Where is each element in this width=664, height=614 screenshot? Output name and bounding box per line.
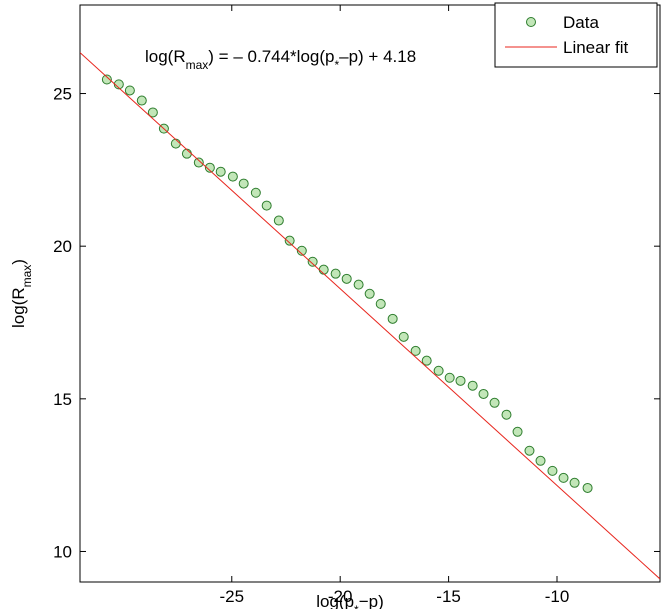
data-point <box>330 268 341 279</box>
y-axis-label-part: ) <box>9 259 28 265</box>
data-point <box>547 465 558 476</box>
data-point <box>421 355 432 366</box>
data-point <box>387 313 398 324</box>
y-tick-label: 15 <box>53 390 72 409</box>
x-tick-label: -15 <box>436 587 461 606</box>
data-point <box>181 148 192 159</box>
data-point <box>375 298 386 309</box>
x-axis-label-part: −p) <box>359 592 384 609</box>
data-point <box>512 426 523 437</box>
y-tick-label: 25 <box>53 85 72 104</box>
annotation-part: –p) + 4.18 <box>339 47 416 66</box>
data-point <box>204 162 215 173</box>
data-point <box>318 264 329 275</box>
x-tick-label: -25 <box>219 587 244 606</box>
data-point <box>101 74 112 85</box>
data-point <box>410 345 421 356</box>
x-tick-label: -20 <box>328 587 353 606</box>
y-tick-label: 20 <box>53 237 72 256</box>
data-point <box>524 445 535 456</box>
legend-marker <box>526 17 536 27</box>
data-point <box>296 245 307 256</box>
data-point <box>136 95 147 106</box>
data-point <box>215 166 226 177</box>
data-point <box>193 157 204 168</box>
legend-label: Linear fit <box>563 38 628 57</box>
data-point <box>582 482 593 493</box>
data-point <box>558 472 569 483</box>
data-point <box>124 85 135 96</box>
data-point <box>455 375 466 386</box>
x-tick-label: -10 <box>545 587 570 606</box>
data-point <box>307 256 318 267</box>
x-axis-label: log(p*−p) <box>316 592 384 609</box>
annotation-part: * <box>334 58 339 72</box>
data-point <box>364 288 375 299</box>
y-tick-label: 10 <box>53 542 72 561</box>
data-point <box>353 279 364 290</box>
data-point <box>398 331 409 342</box>
data-point <box>444 372 455 383</box>
y-axis-label-part: log(R <box>9 287 28 328</box>
y-axis-label: log(Rmax) <box>9 259 34 328</box>
data-point <box>273 215 284 226</box>
data-point <box>170 138 181 149</box>
data-point <box>261 200 272 211</box>
data-point <box>467 380 478 391</box>
data-point <box>501 409 512 420</box>
legend-box <box>494 2 658 68</box>
fit-line <box>80 52 660 580</box>
y-axis-label-part: max <box>20 265 34 288</box>
annotation-part: log(R <box>145 47 186 66</box>
annotation-part: ) = – 0.744*log(p <box>208 47 334 66</box>
data-point <box>569 477 580 488</box>
data-point <box>284 235 295 246</box>
data-point <box>489 397 500 408</box>
x-axis-label-part: log(p <box>316 592 354 609</box>
annotation-part: max <box>186 58 209 72</box>
data-point <box>478 388 489 399</box>
annotation: log(Rmax) = – 0.744*log(p*–p) + 4.18 <box>145 47 416 72</box>
data-point <box>433 365 444 376</box>
data-point <box>250 187 261 198</box>
data-point <box>227 171 238 182</box>
data-point <box>238 178 249 189</box>
legend-label: Data <box>563 13 599 32</box>
data-point <box>341 273 352 284</box>
data-point <box>535 455 546 466</box>
data-point <box>147 107 158 118</box>
